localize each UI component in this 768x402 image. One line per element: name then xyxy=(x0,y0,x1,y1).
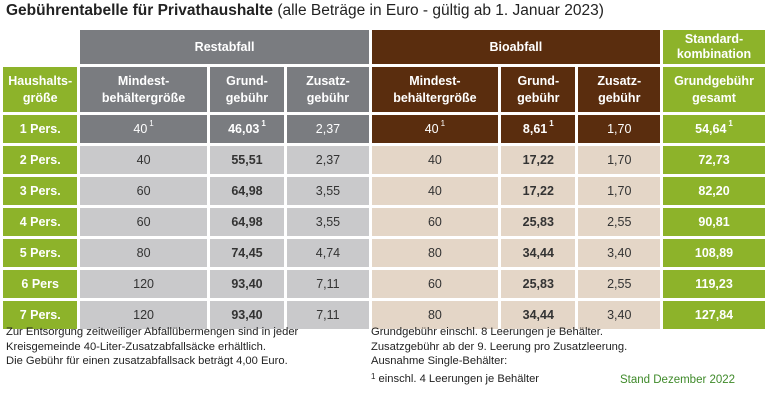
household-size-cell: 3 Pers. xyxy=(3,177,78,205)
rest-min-cell: 80 xyxy=(80,239,207,267)
bioabfall-header: Bioabfall xyxy=(371,30,661,64)
bio-min-cell: 40 xyxy=(371,177,499,205)
std-total-cell: 82,20 xyxy=(663,177,765,205)
std-total-cell: 108,89 xyxy=(663,239,765,267)
household-size-cell: 7 Pers. xyxy=(3,301,78,329)
bio-grund-cell: 25,83 xyxy=(501,208,576,236)
footnote-right-line: Zusatzgebühr ab der 9. Leerung pro Zusat… xyxy=(371,340,628,353)
table-row: 1 Pers. 40 1 46,03 1 2,37 40 1 8,61 1 1,70 5… xyxy=(3,115,765,143)
bio-grund-cell: 8,61 1 xyxy=(501,115,576,143)
rest-zusatz-cell: 7,11 xyxy=(287,270,369,298)
bio-zusatz-cell: 1,70 xyxy=(578,115,661,143)
table-row: 6 Pers 120 93,40 7,11 60 25,83 2,55 119,… xyxy=(3,270,765,298)
header-empty-cell xyxy=(3,30,78,64)
rest-min-cell: 60 xyxy=(80,208,207,236)
footnote-left-line: Die Gebühr für einen zusatzabfallsack be… xyxy=(6,355,288,367)
rest-zusatz-cell: 2,37 xyxy=(287,146,369,174)
haushaltsgroesse-header: Haushalts-größe xyxy=(3,67,78,112)
stand-date: Stand Dezember 2022 xyxy=(620,374,736,386)
household-size-cell: 5 Pers. xyxy=(3,239,78,267)
rest-min-cell: 120 xyxy=(80,301,207,329)
std-grund-header: Grundgebühr gesamt xyxy=(663,67,765,112)
rest-grund-header: Grund-gebühr xyxy=(209,67,285,112)
standardkombination-header: Standard-kombination xyxy=(663,30,765,64)
rest-min-cell: 40 xyxy=(80,146,207,174)
rest-zusatz-header: Zusatz-gebühr xyxy=(287,67,369,112)
table-row: 2 Pers. 40 55,51 2,37 40 17,22 1,70 72,7… xyxy=(3,146,765,174)
bio-zusatz-cell: 2,55 xyxy=(578,208,661,236)
bio-min-cell: 80 xyxy=(371,301,499,329)
bio-zusatz-cell: 1,70 xyxy=(578,146,661,174)
bio-zusatz-header: Zusatz-gebühr xyxy=(578,67,661,112)
bio-zusatz-cell: 3,40 xyxy=(578,301,661,329)
footnote-single-container: 1 einschl. 4 Leerungen je Behälter xyxy=(371,371,540,385)
rest-grund-cell: 55,51 xyxy=(209,146,285,174)
bio-grund-cell: 17,22 xyxy=(501,146,576,174)
header-row-groups: Restabfall Bioabfall Standard-kombinatio… xyxy=(3,30,765,64)
rest-min-cell: 60 xyxy=(80,177,207,205)
table-row: 3 Pers. 60 64,98 3,55 40 17,22 1,70 82,2… xyxy=(3,177,765,205)
footnote-left: Zur Entsorgung zeitweiliger Abfallüberme… xyxy=(6,325,298,369)
household-size-cell: 4 Pers. xyxy=(3,208,78,236)
std-total-cell: 54,64 1 xyxy=(663,115,765,143)
rest-grund-cell: 46,03 1 xyxy=(209,115,285,143)
rest-zusatz-cell: 4,74 xyxy=(287,239,369,267)
rest-grund-cell: 64,98 xyxy=(209,208,285,236)
bio-min-cell: 40 xyxy=(371,146,499,174)
footnote-right-line: Grundgebühr einschl. 8 Leerungen je Behä… xyxy=(371,326,603,338)
bio-zusatz-cell: 2,55 xyxy=(578,270,661,298)
rest-grund-cell: 93,40 xyxy=(209,270,285,298)
footnote-left-line: Zur Entsorgung zeitweiliger Abfallüberme… xyxy=(6,326,299,338)
title-sub: (alle Beträge in Euro - gültig ab 1. Jan… xyxy=(273,2,604,19)
bio-min-cell: 40 1 xyxy=(371,115,499,143)
rest-zusatz-cell: 3,55 xyxy=(287,177,369,205)
bio-grund-cell: 17,22 xyxy=(501,177,576,205)
household-size-cell: 2 Pers. xyxy=(3,146,78,174)
rest-min-cell: 40 1 xyxy=(80,115,207,143)
rest-mindest-header: Mindest-behältergröße xyxy=(80,67,207,112)
footnote-right: Grundgebühr einschl. 8 Leerungen je Behä… xyxy=(371,325,627,386)
restabfall-header: Restabfall xyxy=(80,30,369,64)
bio-mindest-header: Mindest-behältergröße xyxy=(371,67,499,112)
household-size-cell: 6 Pers xyxy=(3,270,78,298)
rest-grund-cell: 93,40 xyxy=(209,301,285,329)
bio-min-cell: 60 xyxy=(371,208,499,236)
table-row: 5 Pers. 80 74,45 4,74 80 34,44 3,40 108,… xyxy=(3,239,765,267)
rest-zusatz-cell: 7,11 xyxy=(287,301,369,329)
bio-zusatz-cell: 3,40 xyxy=(578,239,661,267)
rest-grund-cell: 64,98 xyxy=(209,177,285,205)
footnote-left-line: Kreisgemeinde 40-Liter-Zusatzabfallsäcke… xyxy=(6,340,266,353)
bio-zusatz-cell: 1,70 xyxy=(578,177,661,205)
bio-min-cell: 80 xyxy=(371,239,499,267)
std-total-cell: 90,81 xyxy=(663,208,765,236)
bio-min-cell: 60 xyxy=(371,270,499,298)
title-main: Gebührentabelle für Privathaushalte xyxy=(6,2,274,19)
table-row: 4 Pers. 60 64,98 3,55 60 25,83 2,55 90,8… xyxy=(3,208,765,236)
rest-zusatz-cell: 2,37 xyxy=(287,115,369,143)
bio-grund-cell: 34,44 xyxy=(501,239,576,267)
household-size-cell: 1 Pers. xyxy=(3,115,78,143)
header-row-columns: Haushalts-größe Mindest-behältergröße Gr… xyxy=(3,67,765,112)
std-total-cell: 127,84 xyxy=(663,301,765,329)
table-row: 7 Pers. 120 93,40 7,11 80 34,44 3,40 127… xyxy=(3,301,765,329)
page-title: Gebührentabelle für Privathaushalte (all… xyxy=(6,2,604,20)
bio-grund-header: Grund-gebühr xyxy=(501,67,576,112)
bio-grund-cell: 25,83 xyxy=(501,270,576,298)
rest-zusatz-cell: 3,55 xyxy=(287,208,369,236)
rest-grund-cell: 74,45 xyxy=(209,239,285,267)
footnote-right-line: Ausnahme Single-Behälter: xyxy=(371,355,508,367)
bio-grund-cell: 34,44 xyxy=(501,301,576,329)
fee-table: Restabfall Bioabfall Standard-kombinatio… xyxy=(0,27,768,332)
std-total-cell: 119,23 xyxy=(663,270,765,298)
std-total-cell: 72,73 xyxy=(663,146,765,174)
rest-min-cell: 120 xyxy=(80,270,207,298)
